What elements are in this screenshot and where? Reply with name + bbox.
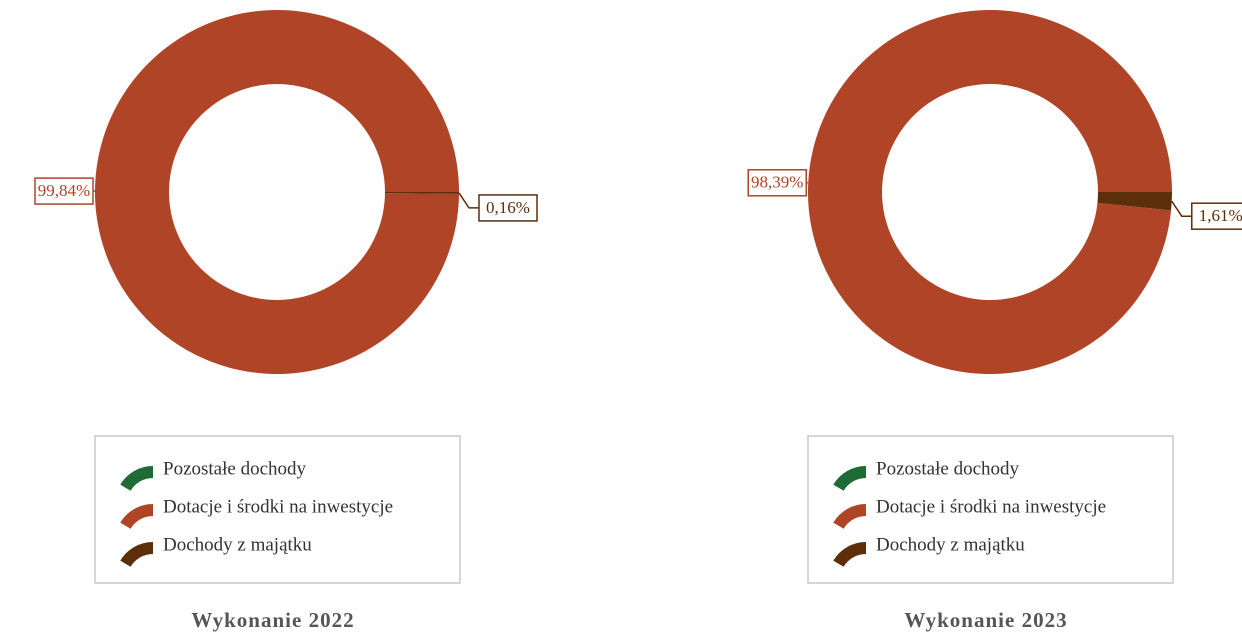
value-label-box (478, 194, 538, 222)
value-label: 99,84% (38, 181, 90, 200)
legend-label: Dochody z majątku (876, 534, 1025, 555)
legend-icon (833, 542, 866, 567)
legend-label: Dotacje i środki na inwestycje (163, 496, 393, 517)
legend-icon (120, 542, 153, 567)
legend-icon (120, 504, 153, 529)
value-label: 1,61% (1199, 206, 1242, 225)
legend-icon (833, 466, 866, 491)
legend-box (807, 435, 1174, 584)
chart-title: Wykonanie 2022 (191, 608, 354, 632)
value-label-box (34, 177, 94, 205)
donut-slice (1097, 192, 1172, 211)
chart-title: Wykonanie 2023 (904, 608, 1067, 632)
legend-label: Dochody z majątku (163, 534, 312, 555)
leader-line (458, 192, 479, 209)
legend-label: Dotacje i środki na inwestycje (876, 496, 1106, 517)
value-label: 0,16% (486, 198, 530, 217)
leader-line (1171, 200, 1192, 217)
donut-slice (384, 192, 459, 194)
value-label-box (747, 169, 807, 197)
donut-slice (95, 9, 459, 374)
value-label-box (1191, 202, 1242, 230)
donut-slice (808, 10, 1172, 375)
legend-label: Pozostałe dochody (876, 458, 1020, 479)
legend-box (94, 435, 461, 584)
legend-icon (833, 504, 866, 529)
value-label: 98,39% (751, 173, 803, 192)
legend-label: Pozostałe dochody (163, 458, 307, 479)
legend-icon (120, 466, 153, 491)
